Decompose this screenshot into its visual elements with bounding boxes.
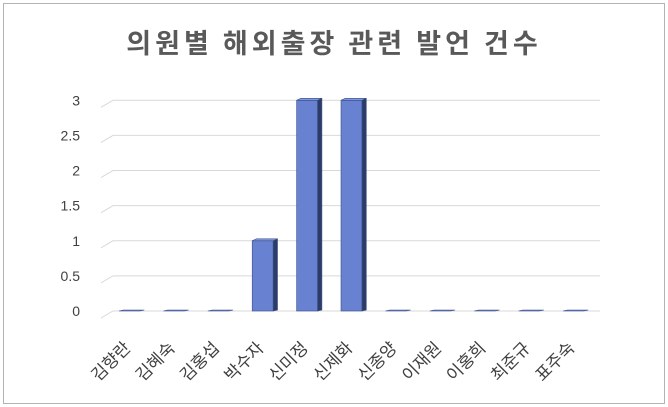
svg-text:1.5: 1.5 xyxy=(61,198,81,214)
svg-text:3: 3 xyxy=(72,92,80,108)
svg-text:1: 1 xyxy=(72,233,80,249)
svg-text:2.5: 2.5 xyxy=(61,127,81,143)
svg-text:2: 2 xyxy=(72,163,80,179)
svg-text:표주숙: 표주숙 xyxy=(528,335,579,386)
svg-text:최준규: 최준규 xyxy=(484,335,535,386)
svg-text:신미정: 신미정 xyxy=(262,335,313,386)
svg-text:김홍섭: 김홍섭 xyxy=(173,335,224,386)
svg-text:이재원: 이재원 xyxy=(395,335,446,386)
svg-text:0.5: 0.5 xyxy=(61,268,81,284)
svg-text:이홍희: 이홍희 xyxy=(439,335,490,386)
svg-text:김향란: 김향란 xyxy=(84,335,135,386)
svg-text:김혜숙: 김혜숙 xyxy=(129,335,180,386)
svg-text:박수자: 박수자 xyxy=(217,335,268,386)
svg-text:신제화: 신제화 xyxy=(306,335,357,386)
svg-text:0: 0 xyxy=(72,303,80,319)
svg-text:신종양: 신종양 xyxy=(351,335,402,386)
